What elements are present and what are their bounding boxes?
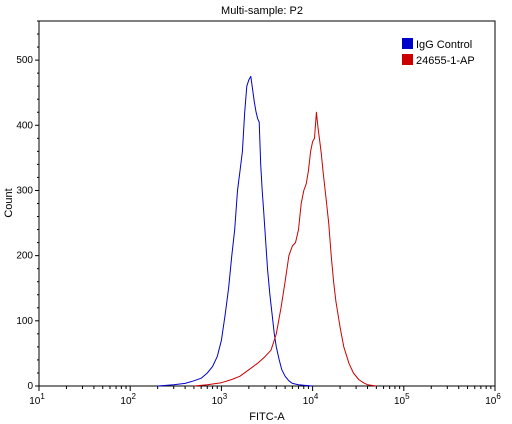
x-tick-label: 101 <box>29 392 45 407</box>
x-tick-label: 104 <box>303 392 319 407</box>
y-axis-label: Count <box>3 188 15 217</box>
series-line-24655-1-ap <box>193 111 377 387</box>
y-tick-label: 300 <box>16 185 33 196</box>
x-axis-label: FITC-A <box>249 411 285 423</box>
y-tick-label: 500 <box>16 55 33 66</box>
chart-title: Multi-sample: P2 <box>221 5 303 17</box>
y-tick-label: 200 <box>16 251 33 262</box>
legend: IgG Control 24655-1-AP <box>402 38 475 67</box>
x-tick-label: 105 <box>394 392 410 407</box>
y-tick-label: 100 <box>16 316 33 327</box>
legend-swatch-24655-1-ap <box>402 54 413 65</box>
y-axis-label-group: Count <box>3 188 15 217</box>
y-axis-ticks: 0 100 200 300 400 500 <box>16 20 39 392</box>
legend-label-24655-1-ap: 24655-1-AP <box>416 55 475 67</box>
legend-swatch-igg-control <box>402 38 413 49</box>
x-tick-label: 103 <box>212 392 228 407</box>
legend-label-igg-control: IgG Control <box>416 39 472 51</box>
series-line-igg-control <box>157 75 313 387</box>
y-tick-label: 400 <box>16 120 33 131</box>
series-layer <box>157 75 377 387</box>
y-tick-label: 0 <box>27 381 33 392</box>
x-tick-label: 102 <box>120 392 136 407</box>
x-tick-label: 106 <box>485 392 501 407</box>
plot-frame <box>38 20 496 387</box>
x-axis-ticks: 101 102 103 104 105 106 <box>29 386 501 407</box>
